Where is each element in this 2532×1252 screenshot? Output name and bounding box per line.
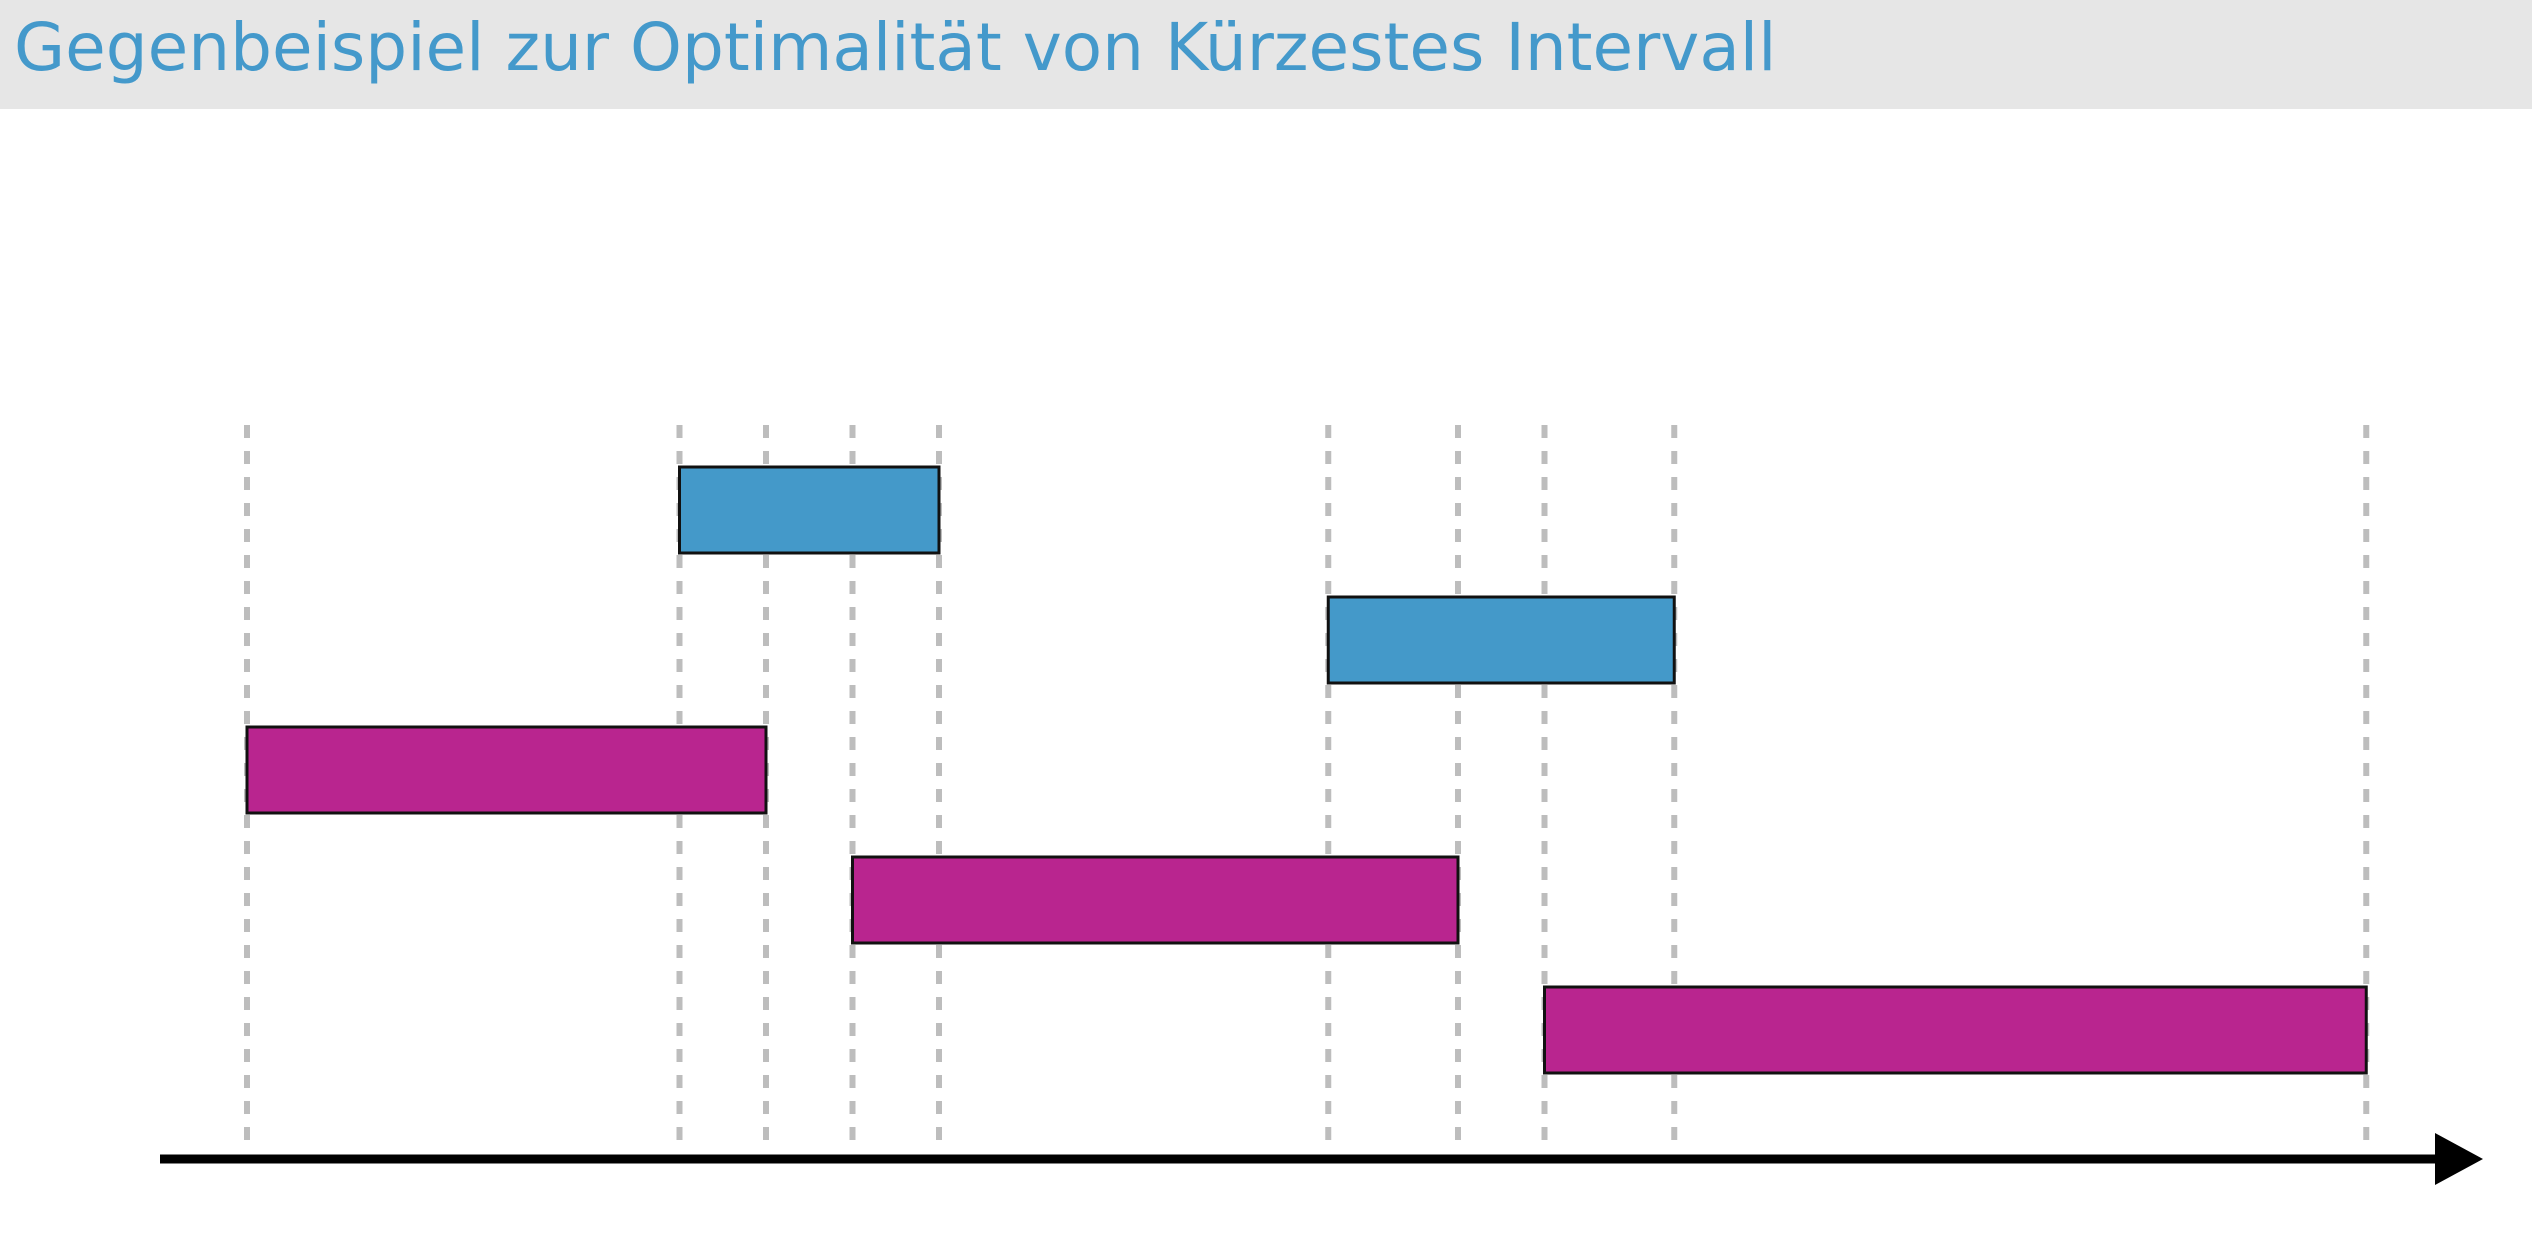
- magenta-interval-1: [245, 725, 768, 815]
- time-axis-arrowhead: [2435, 1133, 2483, 1185]
- magenta-interval-3: [1543, 985, 2368, 1075]
- magenta-interval-2: [851, 855, 1460, 945]
- blue-interval-1: [678, 465, 941, 555]
- blue-interval-2: [1326, 595, 1676, 685]
- title-bar: Gegenbeispiel zur Optimalität von Kürzes…: [0, 0, 2532, 109]
- slide-title: Gegenbeispiel zur Optimalität von Kürzes…: [14, 9, 1777, 86]
